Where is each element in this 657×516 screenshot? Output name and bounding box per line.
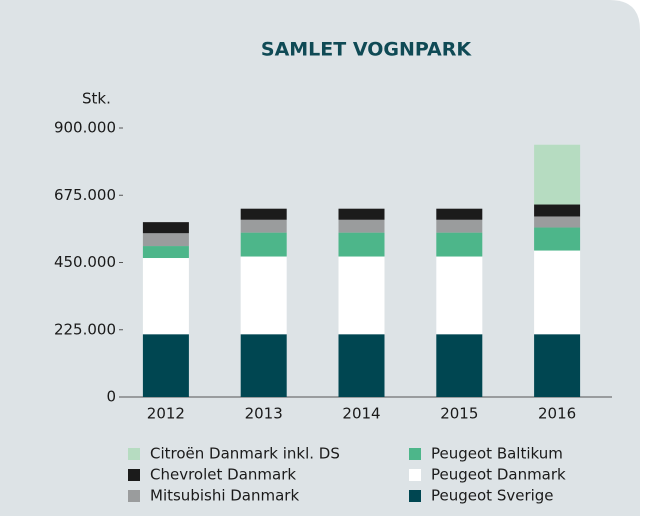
y-tick-label: 450.000 — [54, 253, 116, 271]
x-tick-label: 2014 — [342, 405, 380, 423]
legend-swatch — [409, 490, 421, 502]
legend-swatch — [128, 448, 140, 460]
legend-label: Chevrolet Danmark — [150, 466, 296, 484]
legend-swatch — [128, 469, 140, 481]
legend-label: Peugeot Danmark — [431, 466, 566, 484]
bar-segment — [142, 246, 189, 259]
bar-segment — [534, 144, 581, 205]
x-tick-label: 2015 — [440, 405, 478, 423]
bar-segment — [534, 216, 581, 228]
bar-segment — [534, 204, 581, 217]
x-tick-label: 2016 — [538, 405, 576, 423]
bar-segment — [142, 222, 189, 234]
legend-swatch — [128, 490, 140, 502]
bar-segment — [338, 219, 385, 233]
chart-title: SAMLET VOGNPARK — [261, 39, 472, 61]
bar-segment — [338, 256, 385, 335]
legend-label: Mitsubishi Danmark — [150, 487, 299, 505]
bar-segment — [436, 219, 483, 233]
y-tick-label: 900.000 — [54, 119, 116, 137]
legend-swatch — [409, 448, 421, 460]
bar-segment — [338, 334, 385, 397]
bar-segment — [240, 232, 287, 257]
x-tick-label: 2013 — [245, 405, 283, 423]
bar-segment — [240, 219, 287, 233]
legend-swatch — [409, 469, 421, 481]
bar-segment — [240, 208, 287, 220]
bar-segment — [240, 334, 287, 397]
legend-label: Peugeot Sverige — [431, 487, 554, 505]
y-axis-label: Stk. — [82, 90, 111, 108]
bar-segment — [534, 334, 581, 397]
bar-segment — [436, 256, 483, 335]
legend-label: Peugeot Baltikum — [431, 445, 563, 463]
x-tick-label: 2012 — [147, 405, 185, 423]
bar-segment — [142, 334, 189, 397]
bar-segment — [338, 208, 385, 220]
bar-segment — [436, 334, 483, 397]
bar-segment — [436, 208, 483, 220]
bar-segment — [338, 232, 385, 257]
legend-label: Citroën Danmark inkl. DS — [150, 445, 340, 463]
bar-segment — [142, 258, 189, 335]
bar-segment — [534, 227, 581, 251]
bar-segment — [534, 250, 581, 335]
bar-segment — [436, 232, 483, 257]
y-tick-label: 225.000 — [54, 320, 116, 338]
bar-segment — [142, 233, 189, 247]
y-tick-label: 675.000 — [54, 186, 116, 204]
bar-segment — [240, 256, 287, 335]
y-tick-label: 0 — [106, 388, 116, 406]
